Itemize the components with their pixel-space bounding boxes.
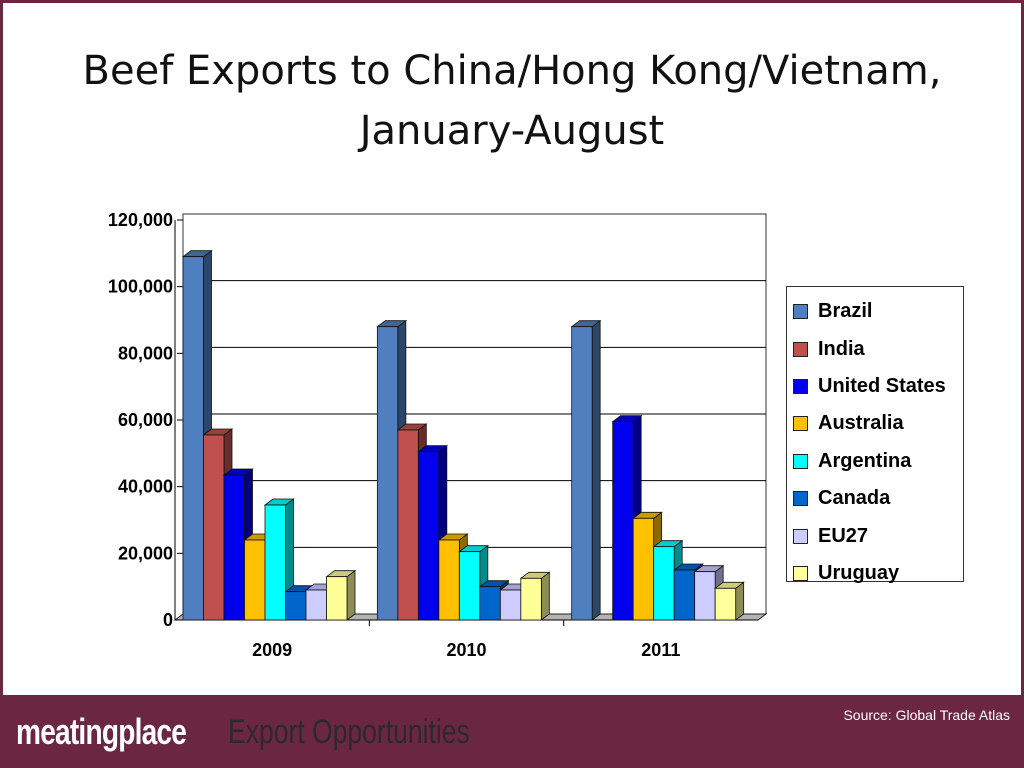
- bar-front: [458, 551, 481, 621]
- x-tick-label: 2010: [446, 640, 486, 660]
- legend-item-eu27: EU27: [793, 517, 963, 554]
- bar-front: [714, 587, 737, 621]
- title-line-1: Beef Exports to China/Hong Kong/Vietnam,: [82, 48, 942, 94]
- legend-swatch: [793, 341, 808, 357]
- legend-swatch: [793, 565, 808, 581]
- bar-front: [520, 577, 542, 621]
- bar-front: [223, 474, 245, 621]
- x-tick-label: 2009: [252, 640, 292, 660]
- bar-front: [571, 326, 593, 621]
- legend-label: India: [818, 337, 865, 360]
- legend-swatch: [793, 304, 808, 320]
- bar-front: [326, 576, 348, 621]
- legend-label: EU27: [818, 524, 869, 547]
- legend-label: Australia: [818, 412, 904, 435]
- brand-logo: meatingplace: [16, 711, 187, 752]
- legend-item-uruguay: Uruguay: [793, 555, 963, 592]
- chart-legend: Brazil India United States Australia Argenti…: [786, 286, 964, 584]
- bar-front: [417, 451, 440, 621]
- legend-label: Brazil: [818, 300, 873, 323]
- bar-chart: 0 20,000 40,000 60,000 80,000 100,000 120,000 2…: [108, 210, 768, 660]
- bar-front: [305, 589, 327, 621]
- legend-label: United States: [818, 374, 946, 397]
- bar-uruguay-2010: [519, 571, 551, 621]
- bar-front: [673, 569, 696, 621]
- bar-uruguay-2011: [713, 581, 745, 621]
- bar-front: [397, 429, 419, 621]
- bar-front: [203, 434, 225, 621]
- bar-front: [244, 539, 266, 621]
- legend-item-india: India: [793, 330, 963, 367]
- bar-front: [438, 539, 460, 621]
- legend-swatch: [793, 453, 808, 469]
- y-tick-label: 80,000: [118, 343, 173, 363]
- legend-swatch: [793, 378, 808, 394]
- source-note: Source: Global Trade Atlas: [843, 707, 1010, 723]
- legend-label: Argentina: [818, 449, 912, 472]
- bar-side: [346, 569, 356, 621]
- legend-item-united-states: United States: [793, 368, 963, 405]
- bar-uruguay-2009: [325, 569, 357, 621]
- bar-side: [591, 319, 601, 621]
- y-tick-label: 60,000: [118, 410, 173, 430]
- legend-swatch: [793, 416, 808, 432]
- legend-swatch: [793, 491, 808, 507]
- bar-front: [285, 591, 307, 621]
- y-tick-label: 40,000: [118, 477, 173, 497]
- y-tick-label: 120,000: [108, 210, 173, 230]
- legend-item-argentina: Argentina: [793, 443, 963, 480]
- bar-side: [735, 581, 745, 621]
- page-title: Beef Exports to China/Hong Kong/Vietnam,…: [3, 41, 1021, 161]
- bar-front: [694, 571, 716, 621]
- bar-front: [264, 504, 286, 621]
- bar-front: [182, 256, 204, 621]
- y-tick-label: 100,000: [108, 277, 173, 297]
- bar-front: [479, 586, 501, 621]
- bar-brazil-2011: [570, 319, 602, 621]
- footer-tagline: Export Opportunities: [228, 713, 470, 751]
- bar-side: [540, 571, 550, 621]
- legend-item-australia: Australia: [793, 405, 963, 442]
- footer-bar: meatingplace Export Opportunities Source…: [0, 695, 1024, 768]
- bar-front: [499, 589, 522, 621]
- bar-front: [632, 517, 655, 621]
- legend-swatch: [793, 528, 808, 544]
- y-tick-label: 20,000: [118, 543, 173, 563]
- legend-item-brazil: Brazil: [793, 293, 963, 330]
- bar-front: [612, 421, 634, 621]
- x-tick-label: 2011: [641, 640, 680, 660]
- legend-item-canada: Canada: [793, 480, 963, 517]
- bar-front: [376, 326, 399, 621]
- legend-label: Canada: [818, 487, 891, 510]
- bar-front: [653, 546, 675, 621]
- y-tick-label: 0: [163, 610, 173, 630]
- title-line-2: January-August: [359, 108, 665, 154]
- legend-label: Uruguay: [818, 561, 900, 584]
